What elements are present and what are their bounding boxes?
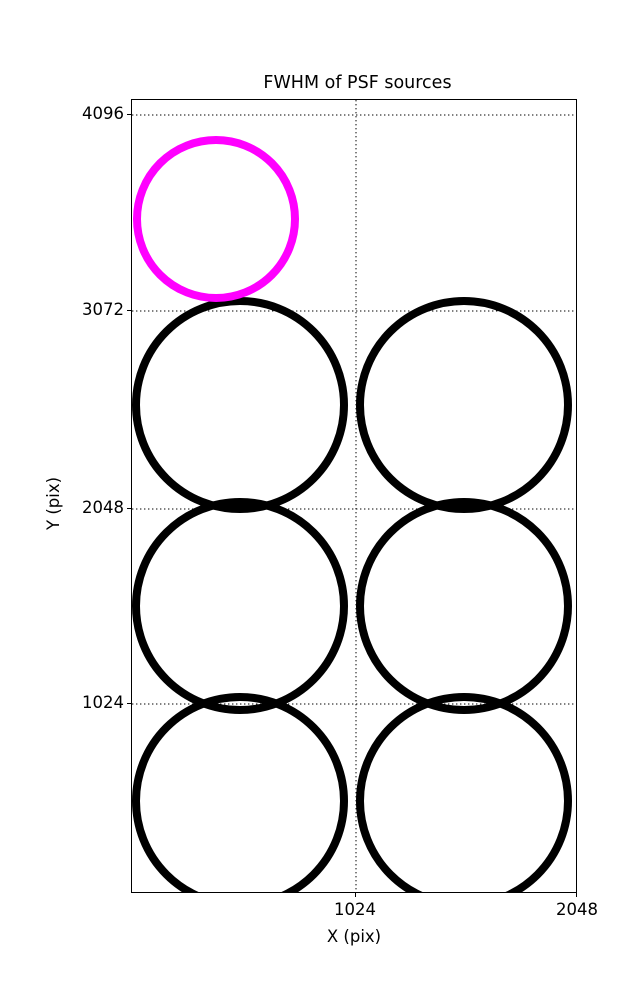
tick-mark-x-1024 [354, 893, 356, 897]
y-axis-title: Y (pix) [44, 476, 63, 530]
psf-circle-highlighted [133, 136, 299, 302]
tick-mark-y-2048 [127, 507, 131, 509]
tick-mark-y-3072 [127, 309, 131, 311]
psf-source-markers [132, 297, 572, 892]
highlighted-psf-marker [133, 136, 299, 302]
psf-circle [132, 498, 348, 714]
y-tick-labels: 4096 3072 2048 1024 [0, 0, 124, 1000]
x-tick-labels: 1024 2048 [0, 901, 637, 931]
y-tick-label-2048: 2048 [82, 498, 124, 517]
psf-circle [132, 693, 348, 892]
x-tick-label-2048: 2048 [556, 900, 598, 919]
x-axis-title: X (pix) [326, 927, 382, 946]
tick-mark-y-4096 [127, 113, 131, 115]
x-tick-label-1024: 1024 [334, 900, 376, 919]
y-tick-label-3072: 3072 [82, 300, 124, 319]
gridlines [132, 100, 576, 892]
psf-circle [356, 693, 572, 892]
y-tick-label-1024: 1024 [82, 693, 124, 712]
psf-circle [132, 297, 348, 513]
tick-mark-x-2048 [575, 893, 577, 897]
tick-mark-y-1024 [127, 702, 131, 704]
y-tick-label-4096: 4096 [82, 104, 124, 123]
page-title: FWHM of PSF sources [263, 73, 452, 93]
psf-circle [356, 498, 572, 714]
psf-circle [356, 297, 572, 513]
plot-graphics [132, 100, 576, 892]
plot-area[interactable] [131, 99, 577, 893]
